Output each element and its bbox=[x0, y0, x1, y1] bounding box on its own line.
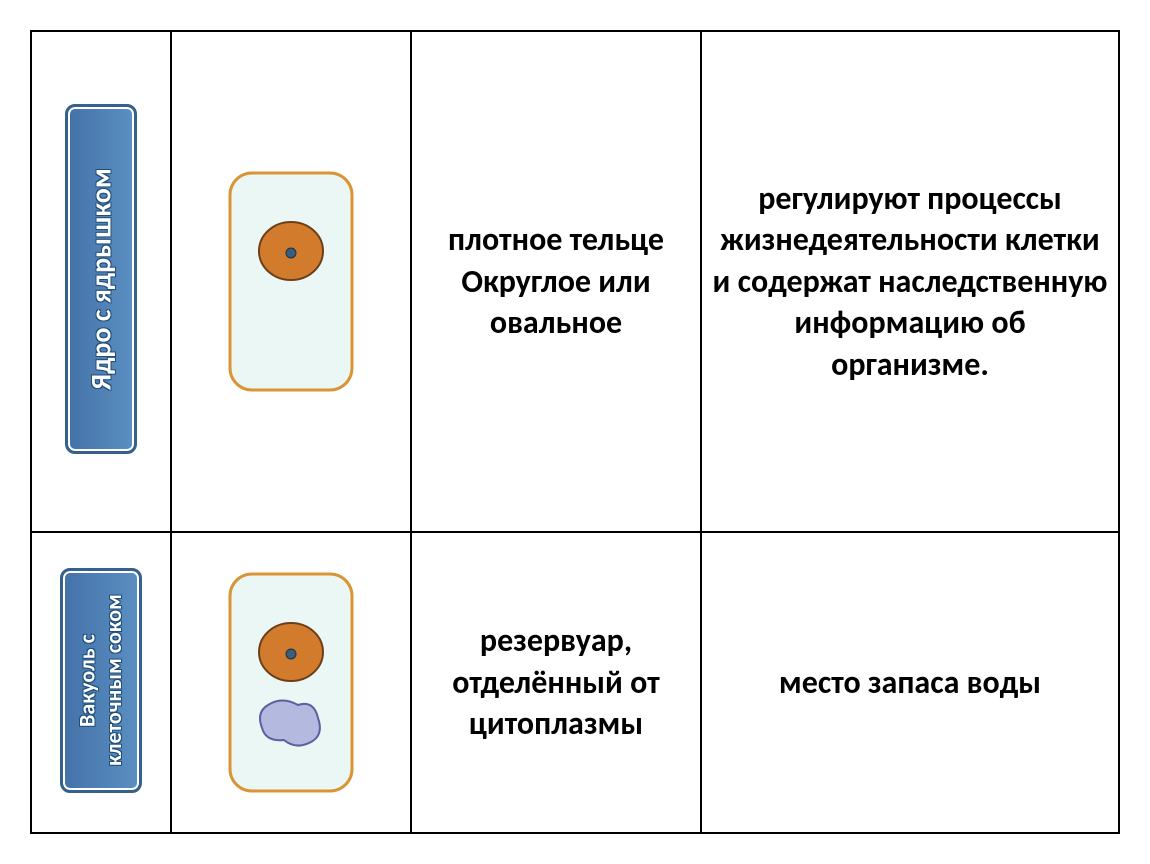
description-cell-row1: плотное тельце Округлое или овальное bbox=[411, 31, 701, 532]
cell-diagram-vacuole bbox=[226, 570, 356, 795]
cell-diagram-nucleus bbox=[226, 169, 356, 394]
cell-wall bbox=[230, 173, 352, 390]
cell-wall bbox=[230, 574, 352, 791]
function-cell-row2: место запаса воды bbox=[701, 532, 1119, 833]
function-text: место запаса воды bbox=[712, 662, 1108, 704]
nucleolus-shape bbox=[286, 248, 296, 258]
diagram-cell-row1 bbox=[171, 31, 411, 532]
label-cell-row1: Ядро с ядрышком bbox=[31, 31, 171, 532]
label-box-nucleus: Ядро с ядрышком bbox=[65, 104, 137, 454]
label-text: Ядро с ядрышком bbox=[84, 168, 119, 390]
function-cell-row1: регулируют процессы жизнедеятельности кл… bbox=[701, 31, 1119, 532]
description-cell-row2: резервуар, отделённый от цитоплазмы bbox=[411, 532, 701, 833]
description-text: плотное тельце Округлое или овальное bbox=[422, 219, 690, 344]
label-box-vacuole: Вакуоль с клеточным соком bbox=[60, 568, 142, 793]
description-text: резервуар, отделённый от цитоплазмы bbox=[422, 620, 690, 745]
function-text: регулируют процессы жизнедеятельности кл… bbox=[712, 178, 1108, 386]
table-row: Вакуоль с клеточным соком резервуар, отд… bbox=[31, 532, 1119, 833]
label-text: Вакуоль с клеточным соком bbox=[75, 589, 128, 772]
diagram-cell-row2 bbox=[171, 532, 411, 833]
biology-cell-table: Ядро с ядрышком плотное тельце Округлое … bbox=[30, 30, 1120, 834]
label-cell-row2: Вакуоль с клеточным соком bbox=[31, 532, 171, 833]
table-row: Ядро с ядрышком плотное тельце Округлое … bbox=[31, 31, 1119, 532]
nucleolus-shape bbox=[286, 649, 296, 659]
vacuole-shape bbox=[260, 701, 320, 746]
